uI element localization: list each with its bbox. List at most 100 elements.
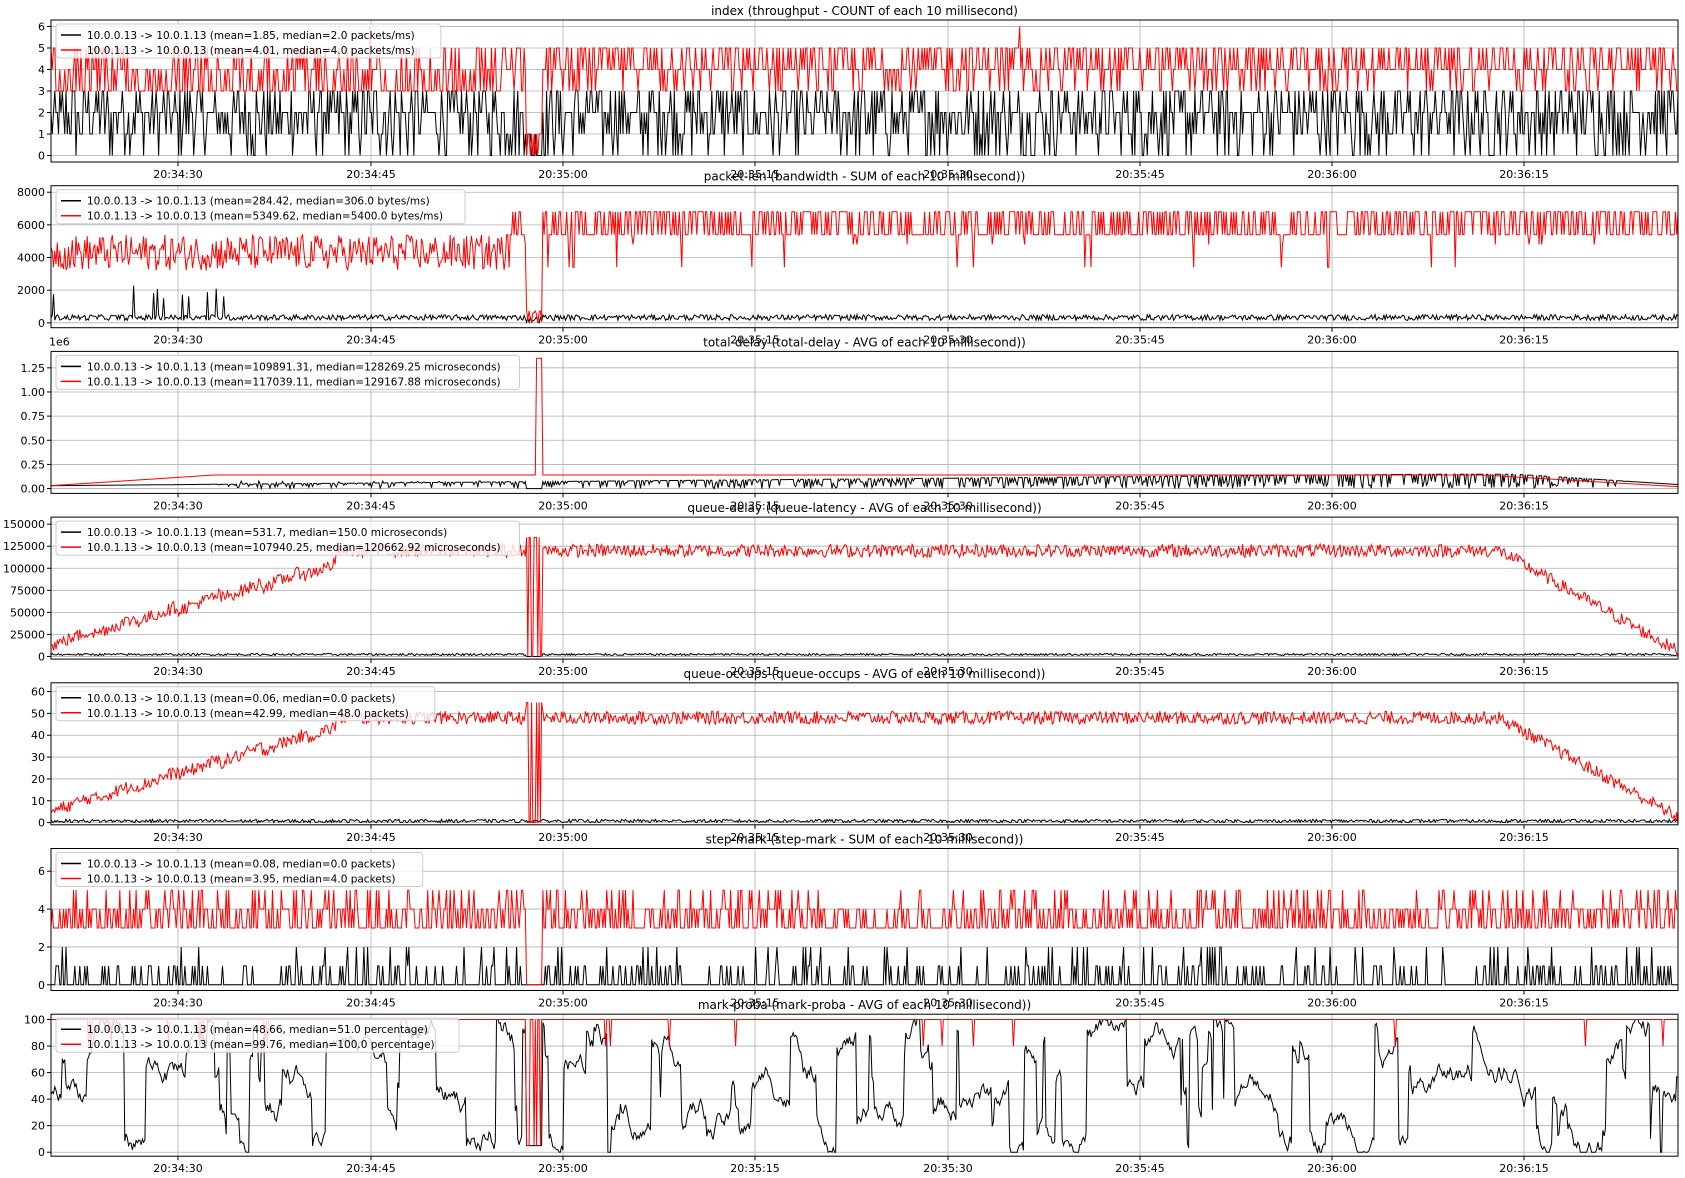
legend-entry-1: 10.0.0.13 -> 10.0.1.13 (mean=109891.31, … [87,361,501,373]
x-tick-label: 20:34:45 [346,831,395,844]
series-line-2 [50,211,1679,324]
series-line-2 [50,536,1679,657]
legend: 10.0.0.13 -> 10.0.1.13 (mean=284.42, med… [55,189,466,225]
series-line-1 [51,473,1679,491]
legend-entry-1: 10.0.0.13 -> 10.0.1.13 (mean=1.85, media… [87,30,415,42]
legend-box [55,686,436,722]
x-tick-label: 20:34:30 [153,1162,202,1175]
x-tick-label: 20:34:30 [153,499,202,512]
series-line-1 [51,946,1678,986]
x-tick-label: 20:35:45 [1115,1162,1164,1175]
y-tick-label: 0.25 [21,458,46,471]
y-tick-label: 125000 [3,540,45,553]
x-tick-label: 20:35:00 [538,831,587,844]
x-tick-label: 20:35:30 [923,499,972,512]
series-line-2 [50,26,1678,156]
y-tick-label: 4000 [17,252,45,265]
x-tick-label: 20:35:30 [923,997,972,1010]
chart-title: packet-len (bandwidth - SUM of each 10 m… [704,170,1026,184]
x-tick-label: 20:35:15 [730,499,779,512]
y-tick-label: 4 [38,903,45,916]
chart-title: total-delay (total-delay - AVG of each 1… [703,335,1026,349]
y-tick-label: 150000 [3,518,45,531]
x-tick-label: 20:35:30 [923,831,972,844]
series-line-1 [50,1017,1679,1155]
legend: 10.0.0.13 -> 10.0.1.13 (mean=109891.31, … [55,354,520,390]
y-tick-label: 50000 [10,606,45,619]
legend-entry-1: 10.0.0.13 -> 10.0.1.13 (mean=531.7, medi… [87,527,447,539]
axes-frame [50,1013,1679,1157]
legend-entry-2: 10.0.1.13 -> 10.0.0.13 (mean=5349.62, me… [87,211,443,223]
chart-panel-3: 0.00 0.25 0.50 0.75 1.00 1.25 20:34:30 20:34:45… [21,335,1679,512]
y-tick-label: 25000 [10,628,45,641]
x-tick-label: 20:36:15 [1499,334,1548,347]
x-tick-label: 20:35:45 [1115,665,1164,678]
x-tick-label: 20:36:00 [1307,499,1356,512]
axes-frame [50,350,1679,494]
x-tick-label: 20:35:15 [730,168,779,181]
chart-title: step-mark (step-mark - SUM of each 10 mi… [706,833,1024,847]
legend-entry-2: 10.0.1.13 -> 10.0.0.13 (mean=107940.25, … [87,542,501,554]
legend-entry-2: 10.0.1.13 -> 10.0.0.13 (mean=117039.11, … [87,376,501,388]
legend-entry-1: 10.0.0.13 -> 10.0.1.13 (mean=0.08, media… [87,859,395,871]
y-tick-label: 1 [38,128,45,141]
chart-panel-6: 0 2 4 6 20:34:30 20:34:45 20:35:00 20:35:15 20:3… [38,833,1679,1010]
x-tick-label: 20:35:15 [730,665,779,678]
axes-frame [50,185,1679,329]
x-tick-label: 20:36:00 [1307,997,1356,1010]
y-tick-label: 50 [31,707,45,720]
legend: 10.0.0.13 -> 10.0.1.13 (mean=0.06, media… [55,686,436,722]
legend-box [55,354,520,390]
chart-panel-5: 0 10 20 30 40 50 60 20:34:30 20:34:45 20:35:00 20:… [31,667,1679,844]
x-tick-label: 20:34:45 [346,665,395,678]
y-tick-label: 10 [31,795,45,808]
y-offset-label: 1e6 [49,335,70,348]
y-tick-label: 0 [38,979,45,992]
y-tick-label: 4 [38,63,45,76]
x-tick-label: 20:34:30 [153,168,202,181]
x-tick-label: 20:35:00 [538,499,587,512]
y-tick-label: 6000 [17,219,45,232]
x-tick-label: 20:36:15 [1499,168,1548,181]
x-tick-label: 20:34:45 [346,499,395,512]
legend-entry-1: 10.0.0.13 -> 10.0.1.13 (mean=48.66, medi… [87,1024,428,1036]
x-tick-label: 20:35:45 [1115,499,1164,512]
x-tick-label: 20:35:00 [538,997,587,1010]
chart-title: queue-delay (queue-latency - AVG of each… [687,501,1041,515]
y-tick-label: 1.00 [21,386,46,399]
x-tick-label: 20:36:00 [1307,1162,1356,1175]
series-line-1 [50,817,1679,824]
axes-frame [50,516,1679,660]
x-tick-label: 20:35:00 [538,665,587,678]
x-tick-label: 20:35:45 [1115,334,1164,347]
x-tick-label: 20:35:00 [538,1162,587,1175]
legend-box [55,852,424,887]
y-tick-label: 0 [38,1146,45,1159]
y-tick-label: 1.25 [21,362,46,375]
legend-box [55,1017,460,1053]
x-tick-label: 20:35:45 [1115,168,1164,181]
chart-panel-1: 0 1 2 3 4 5 6 20:34:30 20:34:45 20:35:00 20:35:15 2… [38,4,1679,181]
x-tick-label: 20:35:30 [923,168,972,181]
legend-entry-1: 10.0.0.13 -> 10.0.1.13 (mean=0.06, media… [87,693,395,705]
series-line-2 [50,889,1678,986]
x-tick-label: 20:34:30 [153,334,202,347]
y-tick-label: 0 [38,317,45,330]
y-tick-label: 5 [38,42,45,55]
axes-frame [50,848,1679,991]
y-tick-label: 0 [38,817,45,830]
chart-panel-7: 0 20 40 60 80 100 20:34:30 20:34:45 20:35:00 20:3… [24,998,1679,1175]
legend-entry-1: 10.0.0.13 -> 10.0.1.13 (mean=284.42, med… [87,196,430,208]
y-tick-label: 3 [38,85,45,98]
x-tick-label: 20:35:30 [923,665,972,678]
x-tick-label: 20:35:30 [923,334,972,347]
x-tick-label: 20:35:00 [538,168,587,181]
y-tick-label: 0.50 [21,434,46,447]
y-tick-label: 60 [31,686,45,699]
axes-frame [50,682,1679,826]
chart-title: mark-proba (mark-proba - AVG of each 10 … [698,998,1031,1012]
y-tick-label: 0 [38,150,45,163]
x-tick-label: 20:35:15 [730,334,779,347]
x-tick-label: 20:34:30 [153,665,202,678]
